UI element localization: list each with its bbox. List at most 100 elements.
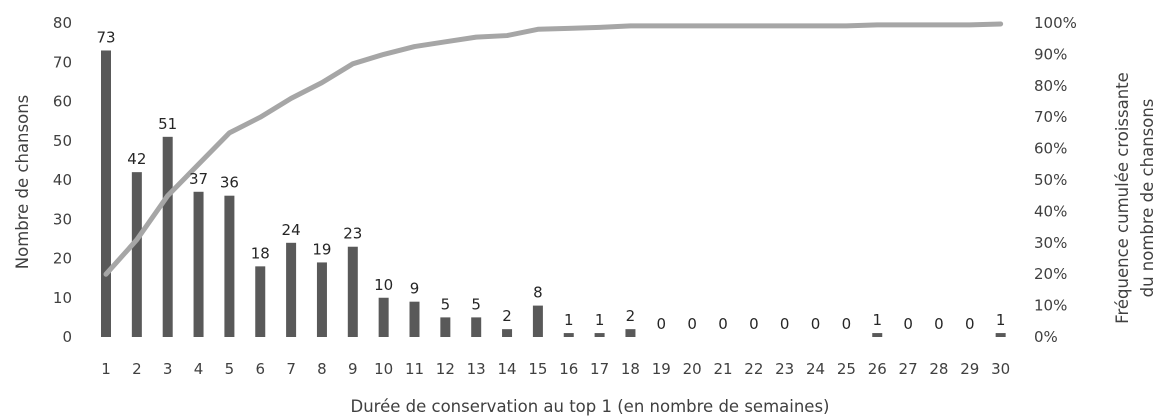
- y-tick-30: 30: [53, 210, 72, 228]
- y2-tick-70%: 70%: [1034, 108, 1067, 126]
- y2-tick-100%: 100%: [1034, 14, 1077, 32]
- x-tick-22: 22: [744, 360, 763, 378]
- bar-series: [101, 50, 1006, 338]
- bar-label-21: 0: [718, 315, 728, 333]
- y2-tick-50%: 50%: [1034, 171, 1067, 189]
- bar-label-16: 1: [564, 311, 574, 329]
- bar-8: [316, 262, 327, 337]
- bar-label-28: 0: [934, 315, 944, 333]
- x-axis-ticks: 1 2 3 4 5 6 7 8 9 10 11 12 13 14 15 16 17 18 19 20 21 22 23 24 2…: [101, 360, 1010, 378]
- x-tick-17: 17: [590, 360, 609, 378]
- bar-10: [378, 297, 389, 337]
- bar-4: [193, 191, 204, 337]
- bar-label-29: 0: [965, 315, 975, 333]
- y2-tick-30%: 30%: [1034, 234, 1067, 252]
- bar-label-9: 23: [343, 225, 362, 243]
- y-tick-60: 60: [53, 93, 72, 111]
- bar-label-6: 18: [251, 244, 270, 262]
- y2-tick-80%: 80%: [1034, 77, 1067, 95]
- y-tick-70: 70: [53, 53, 72, 71]
- bar-label-2: 42: [127, 150, 146, 168]
- x-tick-14: 14: [498, 360, 517, 378]
- bar-label-3: 51: [158, 115, 177, 133]
- x-tick-20: 20: [683, 360, 702, 378]
- y-tick-10: 10: [53, 289, 72, 307]
- bar-9: [347, 246, 358, 337]
- x-tick-23: 23: [775, 360, 794, 378]
- left-axis-ticks: 0 10 20 30 40 50 60 70 80: [53, 14, 72, 346]
- x-tick-18: 18: [621, 360, 640, 378]
- x-tick-16: 16: [559, 360, 578, 378]
- x-tick-25: 25: [837, 360, 856, 378]
- bar-17: [594, 333, 605, 337]
- y-tick-80: 80: [53, 14, 72, 32]
- y2-axis-title-line2: du nombre de chansons: [1138, 99, 1157, 298]
- x-tick-4: 4: [194, 360, 204, 378]
- x-tick-19: 19: [652, 360, 671, 378]
- x-tick-2: 2: [132, 360, 142, 378]
- y2-axis-title-line1: Fréquence cumulée croissante: [1113, 72, 1132, 324]
- bar-label-14: 2: [502, 307, 512, 325]
- x-tick-24: 24: [806, 360, 825, 378]
- bar-5: [224, 195, 235, 337]
- x-tick-28: 28: [929, 360, 948, 378]
- bar-label-17: 1: [595, 311, 605, 329]
- x-tick-15: 15: [528, 360, 547, 378]
- bar-label-30: 1: [996, 311, 1006, 329]
- y-tick-0: 0: [62, 328, 72, 346]
- bar-16: [563, 333, 574, 337]
- x-tick-21: 21: [713, 360, 732, 378]
- y2-tick-40%: 40%: [1034, 202, 1067, 220]
- x-axis-title: Durée de conservation au top 1 (en nombr…: [351, 397, 830, 416]
- x-tick-7: 7: [286, 360, 296, 378]
- x-tick-26: 26: [868, 360, 887, 378]
- bar-label-5: 36: [220, 174, 239, 192]
- bar-label-10: 10: [374, 276, 393, 294]
- bar-18: [625, 329, 636, 337]
- x-tick-11: 11: [405, 360, 424, 378]
- bar-26: [872, 333, 883, 337]
- bar-label-23: 0: [780, 315, 790, 333]
- y-axis-title: Nombre de chansons: [13, 95, 32, 270]
- y2-tick-90%: 90%: [1034, 45, 1067, 63]
- bar-3: [162, 136, 173, 337]
- bar-1: [101, 50, 111, 337]
- y2-tick-60%: 60%: [1034, 140, 1067, 158]
- x-tick-9: 9: [348, 360, 358, 378]
- bar-7: [286, 242, 297, 337]
- bar-11: [409, 301, 420, 337]
- bar-label-12: 5: [441, 295, 451, 313]
- y2-tick-0%: 0%: [1034, 328, 1058, 346]
- x-tick-1: 1: [101, 360, 111, 378]
- cumulative-line-series: [103, 21, 1004, 277]
- bar-label-19: 0: [657, 315, 667, 333]
- x-tick-13: 13: [467, 360, 486, 378]
- bar-label-7: 24: [282, 221, 301, 239]
- right-axis-ticks: 0% 10% 20% 30% 40% 50% 60% 70% 80% 90% 100%: [1034, 14, 1077, 346]
- bar-label-11: 9: [410, 280, 420, 298]
- bar-label-15: 8: [533, 284, 543, 302]
- bar-label-24: 0: [811, 315, 821, 333]
- bar-label-8: 19: [312, 240, 331, 258]
- y-tick-20: 20: [53, 250, 72, 268]
- x-tick-8: 8: [317, 360, 327, 378]
- x-tick-3: 3: [163, 360, 173, 378]
- y2-tick-20%: 20%: [1034, 265, 1067, 283]
- x-tick-30: 30: [991, 360, 1010, 378]
- bar-30: [995, 333, 1006, 337]
- y-tick-50: 50: [53, 132, 72, 150]
- y-tick-40: 40: [53, 171, 72, 189]
- bar-2: [131, 172, 142, 337]
- bar-6: [255, 266, 266, 337]
- bar-label-25: 0: [842, 315, 852, 333]
- bar-label-26: 1: [872, 311, 882, 329]
- x-tick-5: 5: [225, 360, 235, 378]
- x-tick-12: 12: [436, 360, 455, 378]
- bar-15: [532, 305, 543, 337]
- cumulative-frequency-line: [103, 21, 1004, 277]
- bar-label-4: 37: [189, 170, 208, 188]
- x-tick-6: 6: [255, 360, 265, 378]
- bar-14: [502, 329, 513, 337]
